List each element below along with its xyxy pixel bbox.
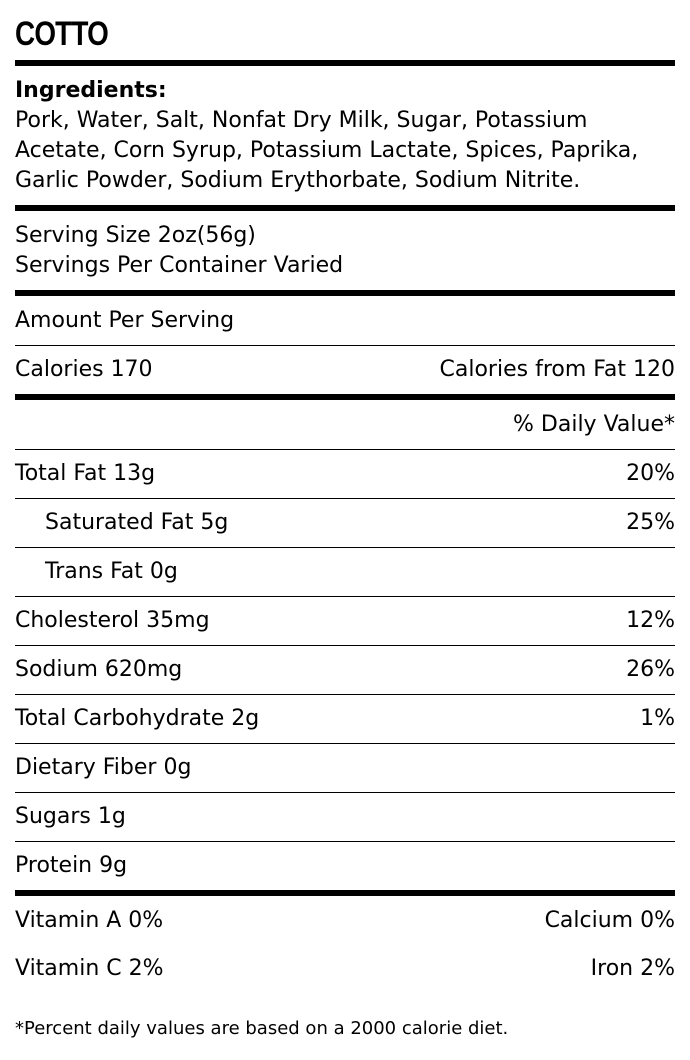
nutrient-daily-value: 12%	[626, 608, 675, 633]
nutrient-label: Trans Fat 0g	[45, 559, 178, 584]
divider-thick	[15, 290, 675, 296]
divider-thin	[15, 345, 675, 346]
divider-thin	[15, 645, 675, 646]
calories: Calories 170	[15, 357, 153, 382]
nutrient-label: Total Carbohydrate 2g	[15, 706, 260, 731]
product-title: COTTO	[15, 15, 109, 53]
servings-per-container: Servings Per Container Varied	[15, 253, 344, 278]
nutrient-label: Saturated Fat 5g	[45, 510, 229, 535]
nutrient-label: Protein 9g	[15, 853, 128, 878]
divider-thick	[15, 205, 675, 211]
nutrient-label: Dietary Fiber 0g	[15, 755, 192, 780]
nutrient-label: Sugars 1g	[15, 804, 126, 829]
calcium: Calcium 0%	[544, 908, 675, 933]
ingredients-text: Pork, Water, Salt, Nonfat Dry Milk, Suga…	[15, 108, 639, 193]
nutrient-daily-value: 1%	[640, 706, 675, 731]
daily-value-header: % Daily Value*	[513, 412, 675, 437]
divider-thin	[15, 841, 675, 842]
ingredients-heading: Ingredients:	[15, 78, 167, 103]
calories-from-fat: Calories from Fat 120	[439, 357, 675, 382]
vitamin-a: Vitamin A 0%	[15, 908, 164, 933]
nutrient-label: Total Fat 13g	[15, 461, 156, 486]
nutrient-label: Cholesterol 35mg	[15, 608, 210, 633]
divider-thin	[15, 694, 675, 695]
nutrient-daily-value: 25%	[626, 510, 675, 535]
nutrient-label: Sodium 620mg	[15, 657, 183, 682]
iron: Iron 2%	[590, 956, 675, 981]
divider-thin	[15, 547, 675, 548]
divider-thin	[15, 743, 675, 744]
divider-thick	[15, 60, 675, 66]
vitamin-c: Vitamin C 2%	[15, 956, 164, 981]
divider-thin	[15, 596, 675, 597]
footnote: *Percent daily values are based on a 200…	[15, 1018, 509, 1039]
divider-thick	[15, 394, 675, 400]
divider-thick	[15, 890, 675, 896]
nutrient-daily-value: 26%	[626, 657, 675, 682]
amount-per-serving: Amount Per Serving	[15, 308, 235, 333]
nutrient-daily-value: 20%	[626, 461, 675, 486]
divider-thin	[15, 449, 675, 450]
serving-size: Serving Size 2oz(56g)	[15, 223, 256, 248]
divider-thin	[15, 498, 675, 499]
divider-thin	[15, 792, 675, 793]
